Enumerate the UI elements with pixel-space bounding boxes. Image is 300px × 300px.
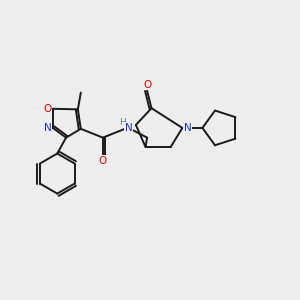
Text: H: H — [119, 118, 126, 127]
Text: O: O — [99, 156, 107, 166]
Text: N: N — [184, 123, 192, 133]
Text: O: O — [44, 104, 52, 114]
Text: O: O — [143, 80, 151, 90]
Text: N: N — [44, 123, 51, 133]
Text: N: N — [124, 123, 132, 133]
